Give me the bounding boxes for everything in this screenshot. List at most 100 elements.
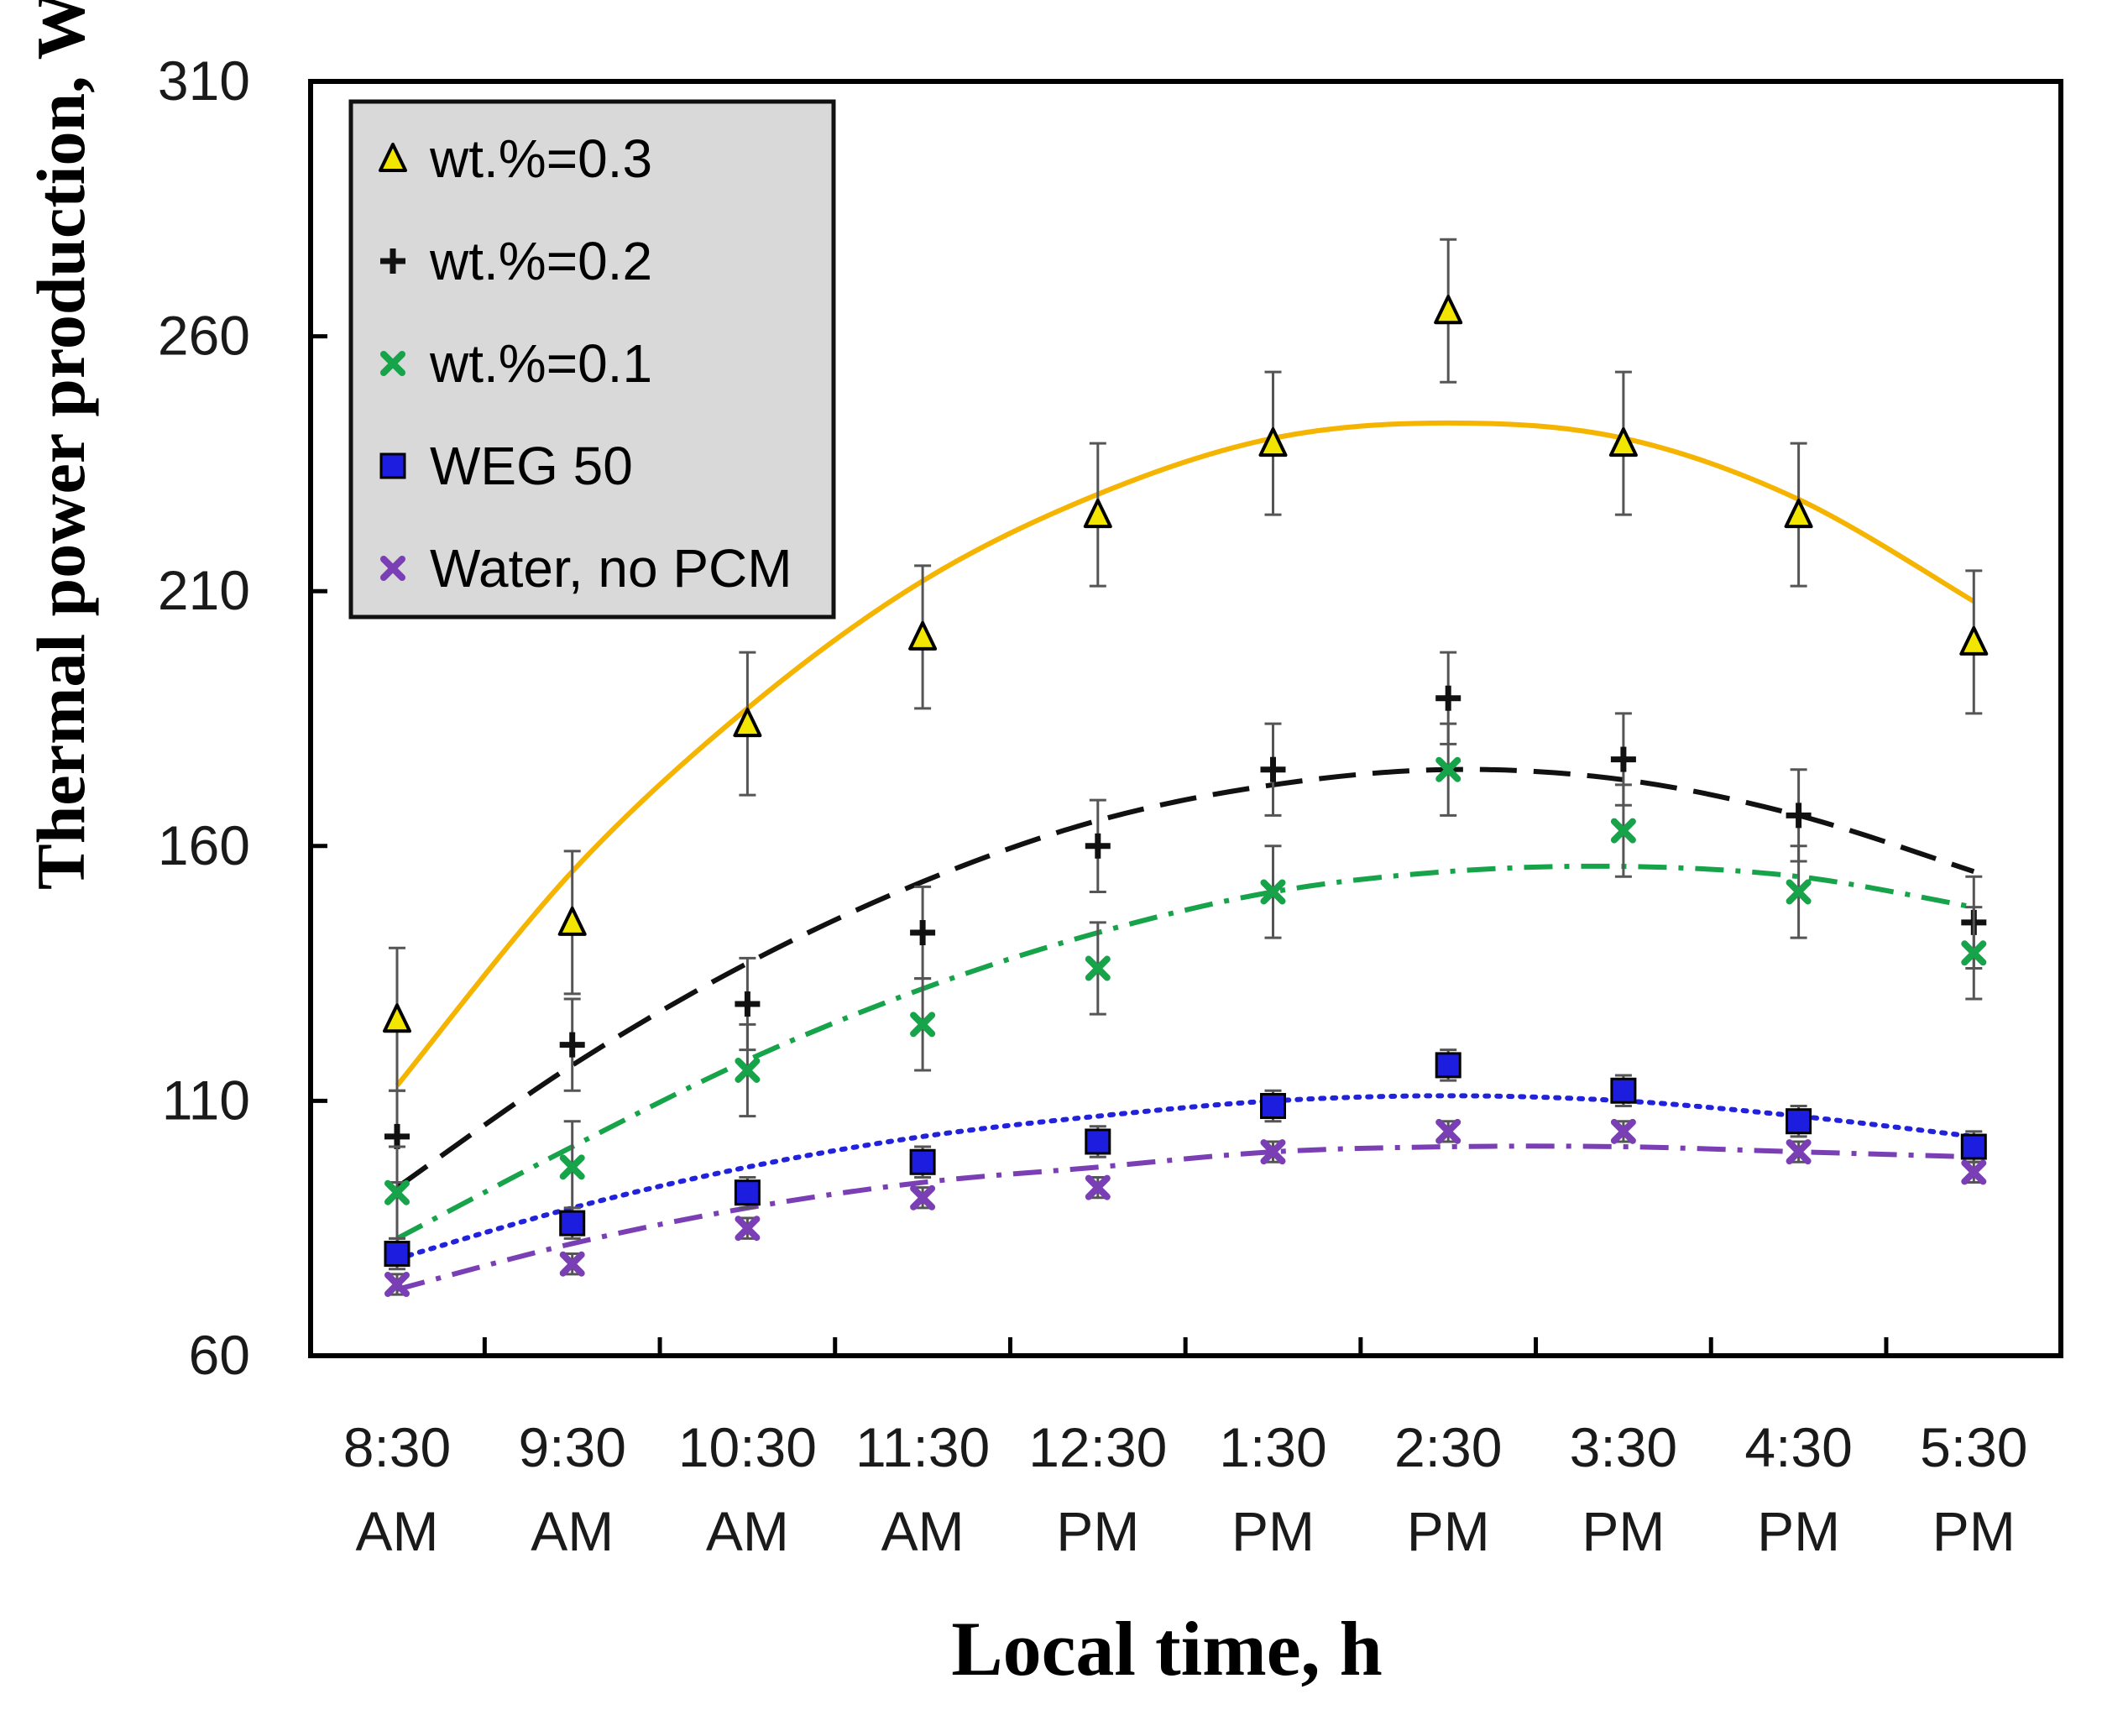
x-b [1961, 1159, 1987, 1185]
data-point [1610, 746, 1636, 772]
legend-label: wt.%=0.1 [429, 333, 652, 394]
y-axis-title-text: Thermal power production, W/m [23, 0, 99, 890]
data-point [559, 1154, 585, 1180]
series-wt01 [395, 863, 1974, 1241]
series-wt03-trend-line [395, 420, 1975, 1088]
x-b [384, 1271, 410, 1297]
legend-box [348, 99, 836, 620]
data-point [910, 1012, 936, 1038]
legend-label: wt.%=0.2 [429, 231, 652, 291]
x-tick-label-time: 10:30 [678, 1416, 817, 1478]
x-b [1260, 879, 1286, 905]
legend: wt.%=0.3 wt.%=0.2 wt.%=0.1 WEG 50 Water, no … [348, 99, 836, 620]
x-b [735, 1057, 761, 1083]
legend-item-wt03: wt.%=0.3 [379, 128, 652, 189]
series-wt02-points [384, 651, 1987, 1184]
data-point [1258, 427, 1288, 458]
y-tick-label: 110 [162, 1069, 250, 1131]
data-point [1260, 756, 1286, 782]
x-tick-label-time: 5:30 [1920, 1416, 2027, 1478]
data-point [1610, 1118, 1636, 1144]
data-point [909, 1148, 936, 1175]
legend-label: Water, no PCM [430, 538, 792, 599]
data-point [1434, 295, 1463, 325]
x-axis-title: Local time, h [951, 1606, 1383, 1692]
data-point [1260, 1139, 1286, 1165]
data-point [1435, 1118, 1461, 1144]
data-point [384, 1271, 410, 1297]
series-wt03-points [383, 238, 1989, 1092]
data-point [735, 991, 761, 1017]
x-tick-label-time: 8:30 [343, 1416, 451, 1478]
x-tick-label-time: 2:30 [1394, 1416, 1502, 1478]
data-point [1085, 1174, 1111, 1200]
series-wt02 [395, 766, 1975, 1190]
data-point [910, 920, 936, 946]
x-b [380, 556, 405, 581]
x-b [559, 1251, 585, 1277]
x-tick-label-period: AM [706, 1500, 789, 1562]
series-weg50-trend-line [395, 1093, 1977, 1262]
series-water-points [384, 1118, 1987, 1297]
x-b [1260, 1139, 1286, 1165]
data-point [1786, 1139, 1812, 1165]
x-tick-label-time: 4:30 [1744, 1416, 1852, 1478]
y-tick-label: 160 [158, 814, 250, 876]
data-point [1608, 427, 1638, 458]
data-point [1435, 1052, 1461, 1079]
x-b [910, 1012, 936, 1038]
series-wt01-points [384, 722, 1987, 1240]
data-point [910, 1184, 936, 1210]
svg-text:Thermal power production, W/m2: Thermal power production, W/m2 [17, 0, 99, 890]
data-point [1085, 955, 1111, 981]
data-point [1961, 940, 1987, 966]
y-tick-label: 310 [158, 50, 250, 112]
data-point [383, 1003, 411, 1033]
series-weg50-points [384, 1048, 1987, 1271]
series-wt03 [395, 420, 1975, 1088]
x-tick-label-period: PM [1932, 1500, 2016, 1562]
x-b [735, 1216, 761, 1242]
data-point [1085, 1128, 1111, 1155]
x-tick-label-time: 11:30 [855, 1416, 990, 1478]
x-tick-label-period: AM [356, 1500, 439, 1562]
legend-item-wt01: wt.%=0.1 [380, 333, 652, 394]
x-tick-label-period: PM [1582, 1500, 1665, 1562]
data-point [1959, 625, 1989, 656]
data-point [557, 906, 587, 936]
data-point [559, 1032, 585, 1058]
plot-layer [383, 238, 1989, 1297]
data-point [559, 1251, 585, 1277]
legend-marker [380, 556, 405, 581]
legend-item-water: Water, no PCM [380, 538, 792, 599]
legend-label: WEG 50 [430, 436, 633, 496]
x-tick-label-period: PM [1757, 1500, 1840, 1562]
data-point [1085, 833, 1111, 859]
x-b [1786, 879, 1812, 905]
y-tick-label: 60 [189, 1324, 250, 1386]
x-b [1435, 1118, 1461, 1144]
data-point [1961, 1159, 1987, 1185]
data-point [735, 1057, 761, 1083]
data-point [1960, 1133, 1987, 1160]
series-wt02-trend-line [395, 766, 1975, 1190]
series-water-trend-line [396, 1143, 1974, 1292]
data-point [908, 620, 938, 651]
x-b [1610, 1118, 1636, 1144]
axis-layer: 60 110 160 210 260 310 8:30 AM 9:30 AM 10:30 AM 11:3… [158, 50, 2063, 1562]
data-point [735, 1216, 761, 1242]
data-point [1260, 1092, 1286, 1119]
legend-marker [380, 248, 405, 274]
data-point [1610, 818, 1636, 844]
data-point [1083, 499, 1112, 529]
x-tick-label-time: 9:30 [518, 1416, 625, 1478]
x-b [1435, 756, 1461, 782]
legend-marker [379, 143, 407, 172]
x-b [559, 1154, 585, 1180]
data-point [384, 1241, 410, 1268]
x-tick-label-time: 1:30 [1219, 1416, 1326, 1478]
x-b [1085, 955, 1111, 981]
y-tick-label: 260 [158, 305, 250, 367]
x-b [1085, 1174, 1111, 1200]
